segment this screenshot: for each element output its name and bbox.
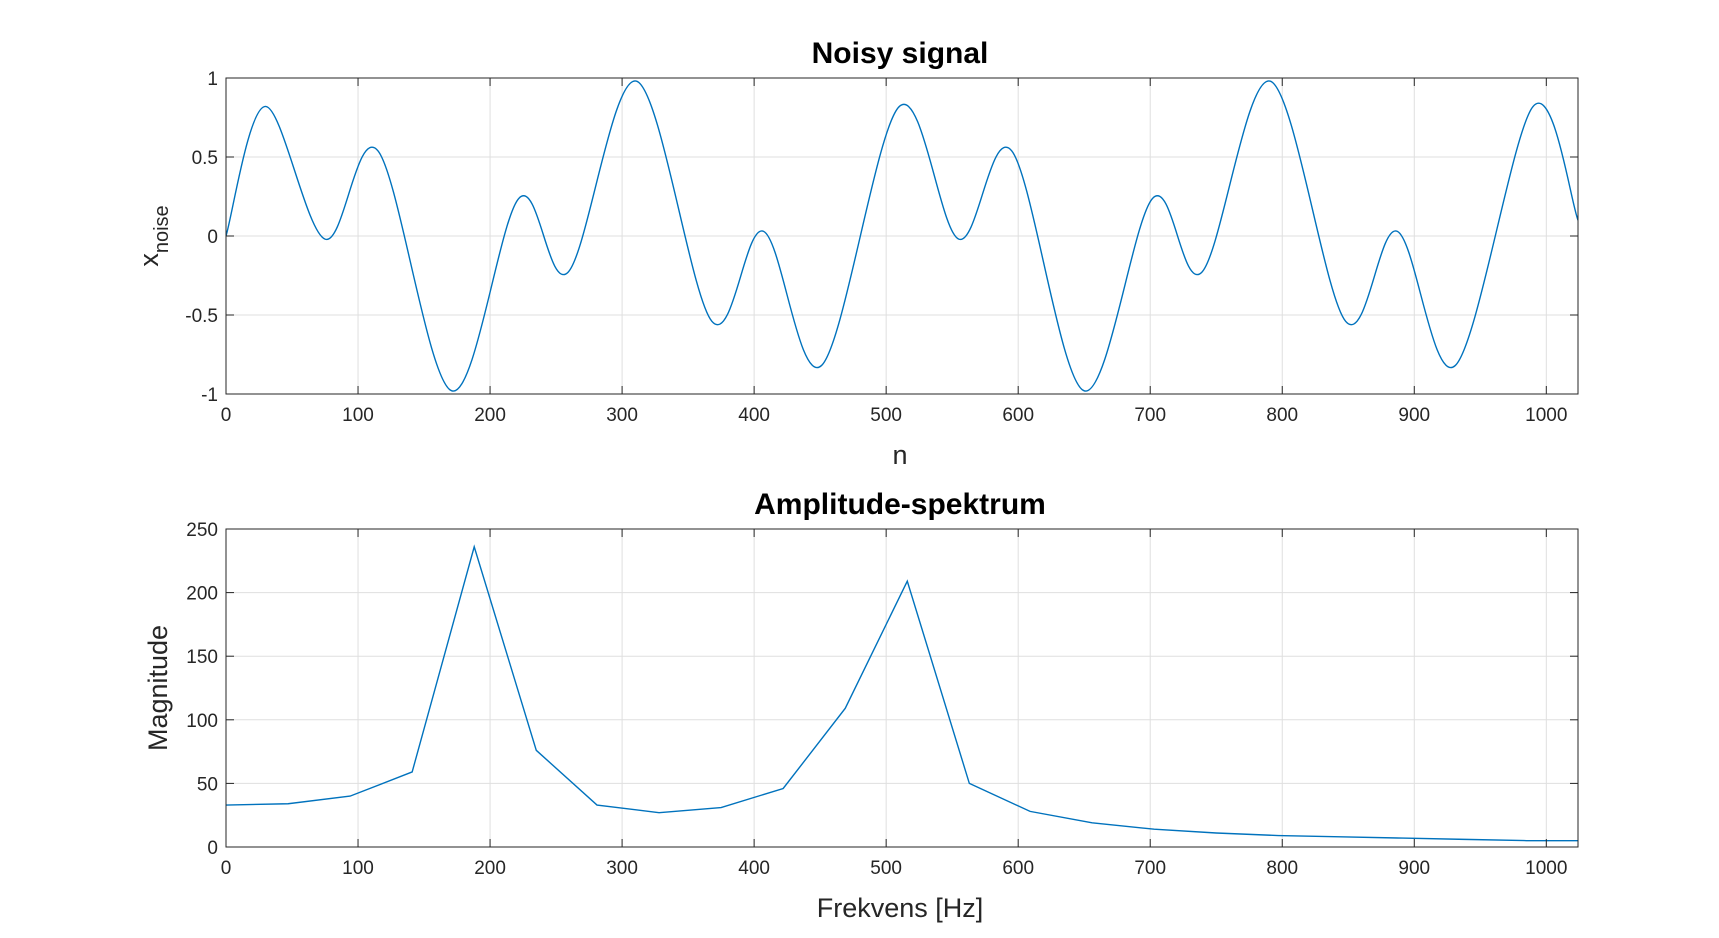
signal-x-tick-label: 300 bbox=[606, 405, 638, 426]
spectrum-x-tick-label: 200 bbox=[474, 858, 506, 879]
signal-y-label-main: x bbox=[134, 253, 164, 267]
spectrum-y-axis-label: Magnitude bbox=[143, 625, 173, 751]
spectrum-x-tick-label: 300 bbox=[606, 858, 638, 879]
signal-x-tick-label: 500 bbox=[870, 405, 902, 426]
signal-x-tick-label: 800 bbox=[1266, 405, 1298, 426]
signal-x-tick-label: 900 bbox=[1398, 405, 1430, 426]
signal-x-axis-label: n bbox=[892, 440, 907, 470]
spectrum-axes-box bbox=[225, 528, 1579, 848]
spectrum-series-line bbox=[226, 544, 1578, 842]
spectrum-y-tick-label: 250 bbox=[186, 520, 218, 541]
spectrum-y-tick-label: 200 bbox=[186, 584, 218, 605]
signal-x-tick-label: 600 bbox=[1002, 405, 1034, 426]
spectrum-x-tick-label: 800 bbox=[1266, 858, 1298, 879]
spectrum-y-tick-label: 0 bbox=[207, 838, 218, 859]
signal-axes: Noisy signal n xnoise 0 100 200 300 400 500 60… bbox=[134, 37, 1579, 470]
spectrum-x-tick-label: 100 bbox=[342, 858, 374, 879]
signal-x-tick-label: 0 bbox=[221, 405, 232, 426]
signal-y-axis-label: xnoise bbox=[134, 205, 173, 266]
spectrum-axes: Amplitude-spektrum Frekvens [Hz] Magnitu… bbox=[143, 488, 1579, 923]
spectrum-x-axis-label: Frekvens [Hz] bbox=[817, 893, 984, 923]
signal-title: Noisy signal bbox=[812, 37, 989, 70]
signal-y-tick-label: 1 bbox=[207, 69, 218, 90]
signal-y-tick-label: -0.5 bbox=[185, 306, 218, 327]
spectrum-y-tick-label: 150 bbox=[186, 647, 218, 668]
spectrum-x-tick-label: 400 bbox=[738, 858, 770, 879]
spectrum-title: Amplitude-spektrum bbox=[754, 488, 1046, 521]
signal-series-line bbox=[226, 80, 1578, 392]
spectrum-y-tick-label: 50 bbox=[197, 774, 218, 795]
signal-y-label-subscript: noise bbox=[151, 205, 173, 253]
signal-y-tick-label: 0.5 bbox=[192, 148, 218, 169]
signal-x-tick-label: 400 bbox=[738, 405, 770, 426]
signal-x-tick-label: 700 bbox=[1134, 405, 1166, 426]
signal-y-tick-label: 0 bbox=[207, 227, 218, 248]
svg-text:xnoise: xnoise bbox=[134, 205, 173, 266]
spectrum-y-tick-label: 100 bbox=[186, 711, 218, 732]
signal-x-tick-label: 200 bbox=[474, 405, 506, 426]
spectrum-x-tick-label: 1000 bbox=[1525, 858, 1567, 879]
signal-x-tick-label: 100 bbox=[342, 405, 374, 426]
spectrum-x-tick-label: 600 bbox=[1002, 858, 1034, 879]
signal-y-tick-label: -1 bbox=[201, 385, 218, 406]
spectrum-x-tick-label: 500 bbox=[870, 858, 902, 879]
spectrum-x-tick-label: 700 bbox=[1134, 858, 1166, 879]
spectrum-x-tick-label: 900 bbox=[1398, 858, 1430, 879]
spectrum-x-tick-label: 0 bbox=[221, 858, 232, 879]
signal-x-tick-label: 1000 bbox=[1525, 405, 1567, 426]
